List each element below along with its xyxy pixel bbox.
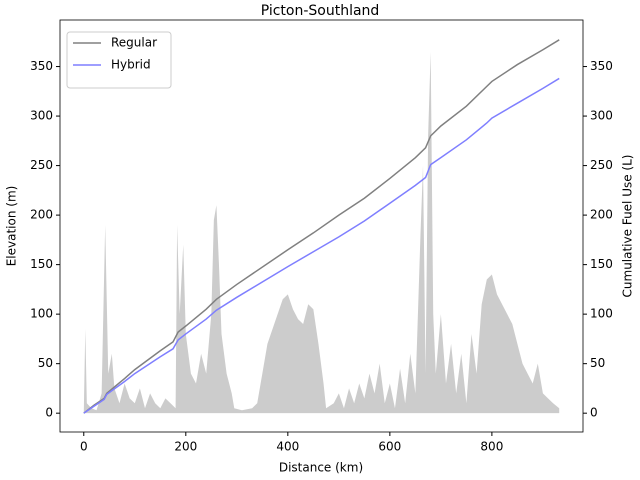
y-tick-label: 50 bbox=[38, 356, 53, 370]
plot-frame bbox=[59, 19, 584, 433]
y-axis-label: Elevation (m) bbox=[5, 186, 19, 267]
legend-label: Regular bbox=[111, 36, 157, 50]
y2-tick-label: 250 bbox=[590, 158, 613, 172]
fuel-line bbox=[83, 77, 560, 414]
y2-tick-label: 150 bbox=[590, 257, 613, 271]
chart-title: Picton-Southland bbox=[261, 3, 380, 19]
y2-axis-label: Cumulative Fuel Use (L) bbox=[621, 155, 635, 298]
x-tick-label: 0 bbox=[80, 440, 88, 454]
y-tick-label: 0 bbox=[45, 406, 53, 420]
y-tick-label: 150 bbox=[30, 257, 53, 271]
y2-tick-label: 200 bbox=[590, 208, 613, 222]
legend-label: Hybrid bbox=[111, 58, 151, 72]
y2-tick-label: 300 bbox=[590, 109, 613, 123]
x-tick-label: 800 bbox=[480, 440, 503, 454]
elevation-area bbox=[83, 51, 560, 414]
x-tick-label: 600 bbox=[378, 440, 401, 454]
x-tick-label: 200 bbox=[174, 440, 197, 454]
y2-tick-label: 100 bbox=[590, 307, 613, 321]
legend-box bbox=[66, 31, 172, 89]
y-tick-label: 250 bbox=[30, 158, 53, 172]
x-tick-label: 400 bbox=[276, 440, 299, 454]
y2-tick-label: 350 bbox=[590, 59, 613, 73]
y-tick-label: 300 bbox=[30, 109, 53, 123]
y-tick-label: 350 bbox=[30, 59, 53, 73]
y2-tick-label: 50 bbox=[590, 356, 605, 370]
y-tick-label: 100 bbox=[30, 307, 53, 321]
y-tick-label: 200 bbox=[30, 208, 53, 222]
y2-tick-label: 0 bbox=[590, 406, 598, 420]
fuel-line bbox=[83, 39, 560, 414]
x-axis-label: Distance (km) bbox=[279, 461, 363, 475]
